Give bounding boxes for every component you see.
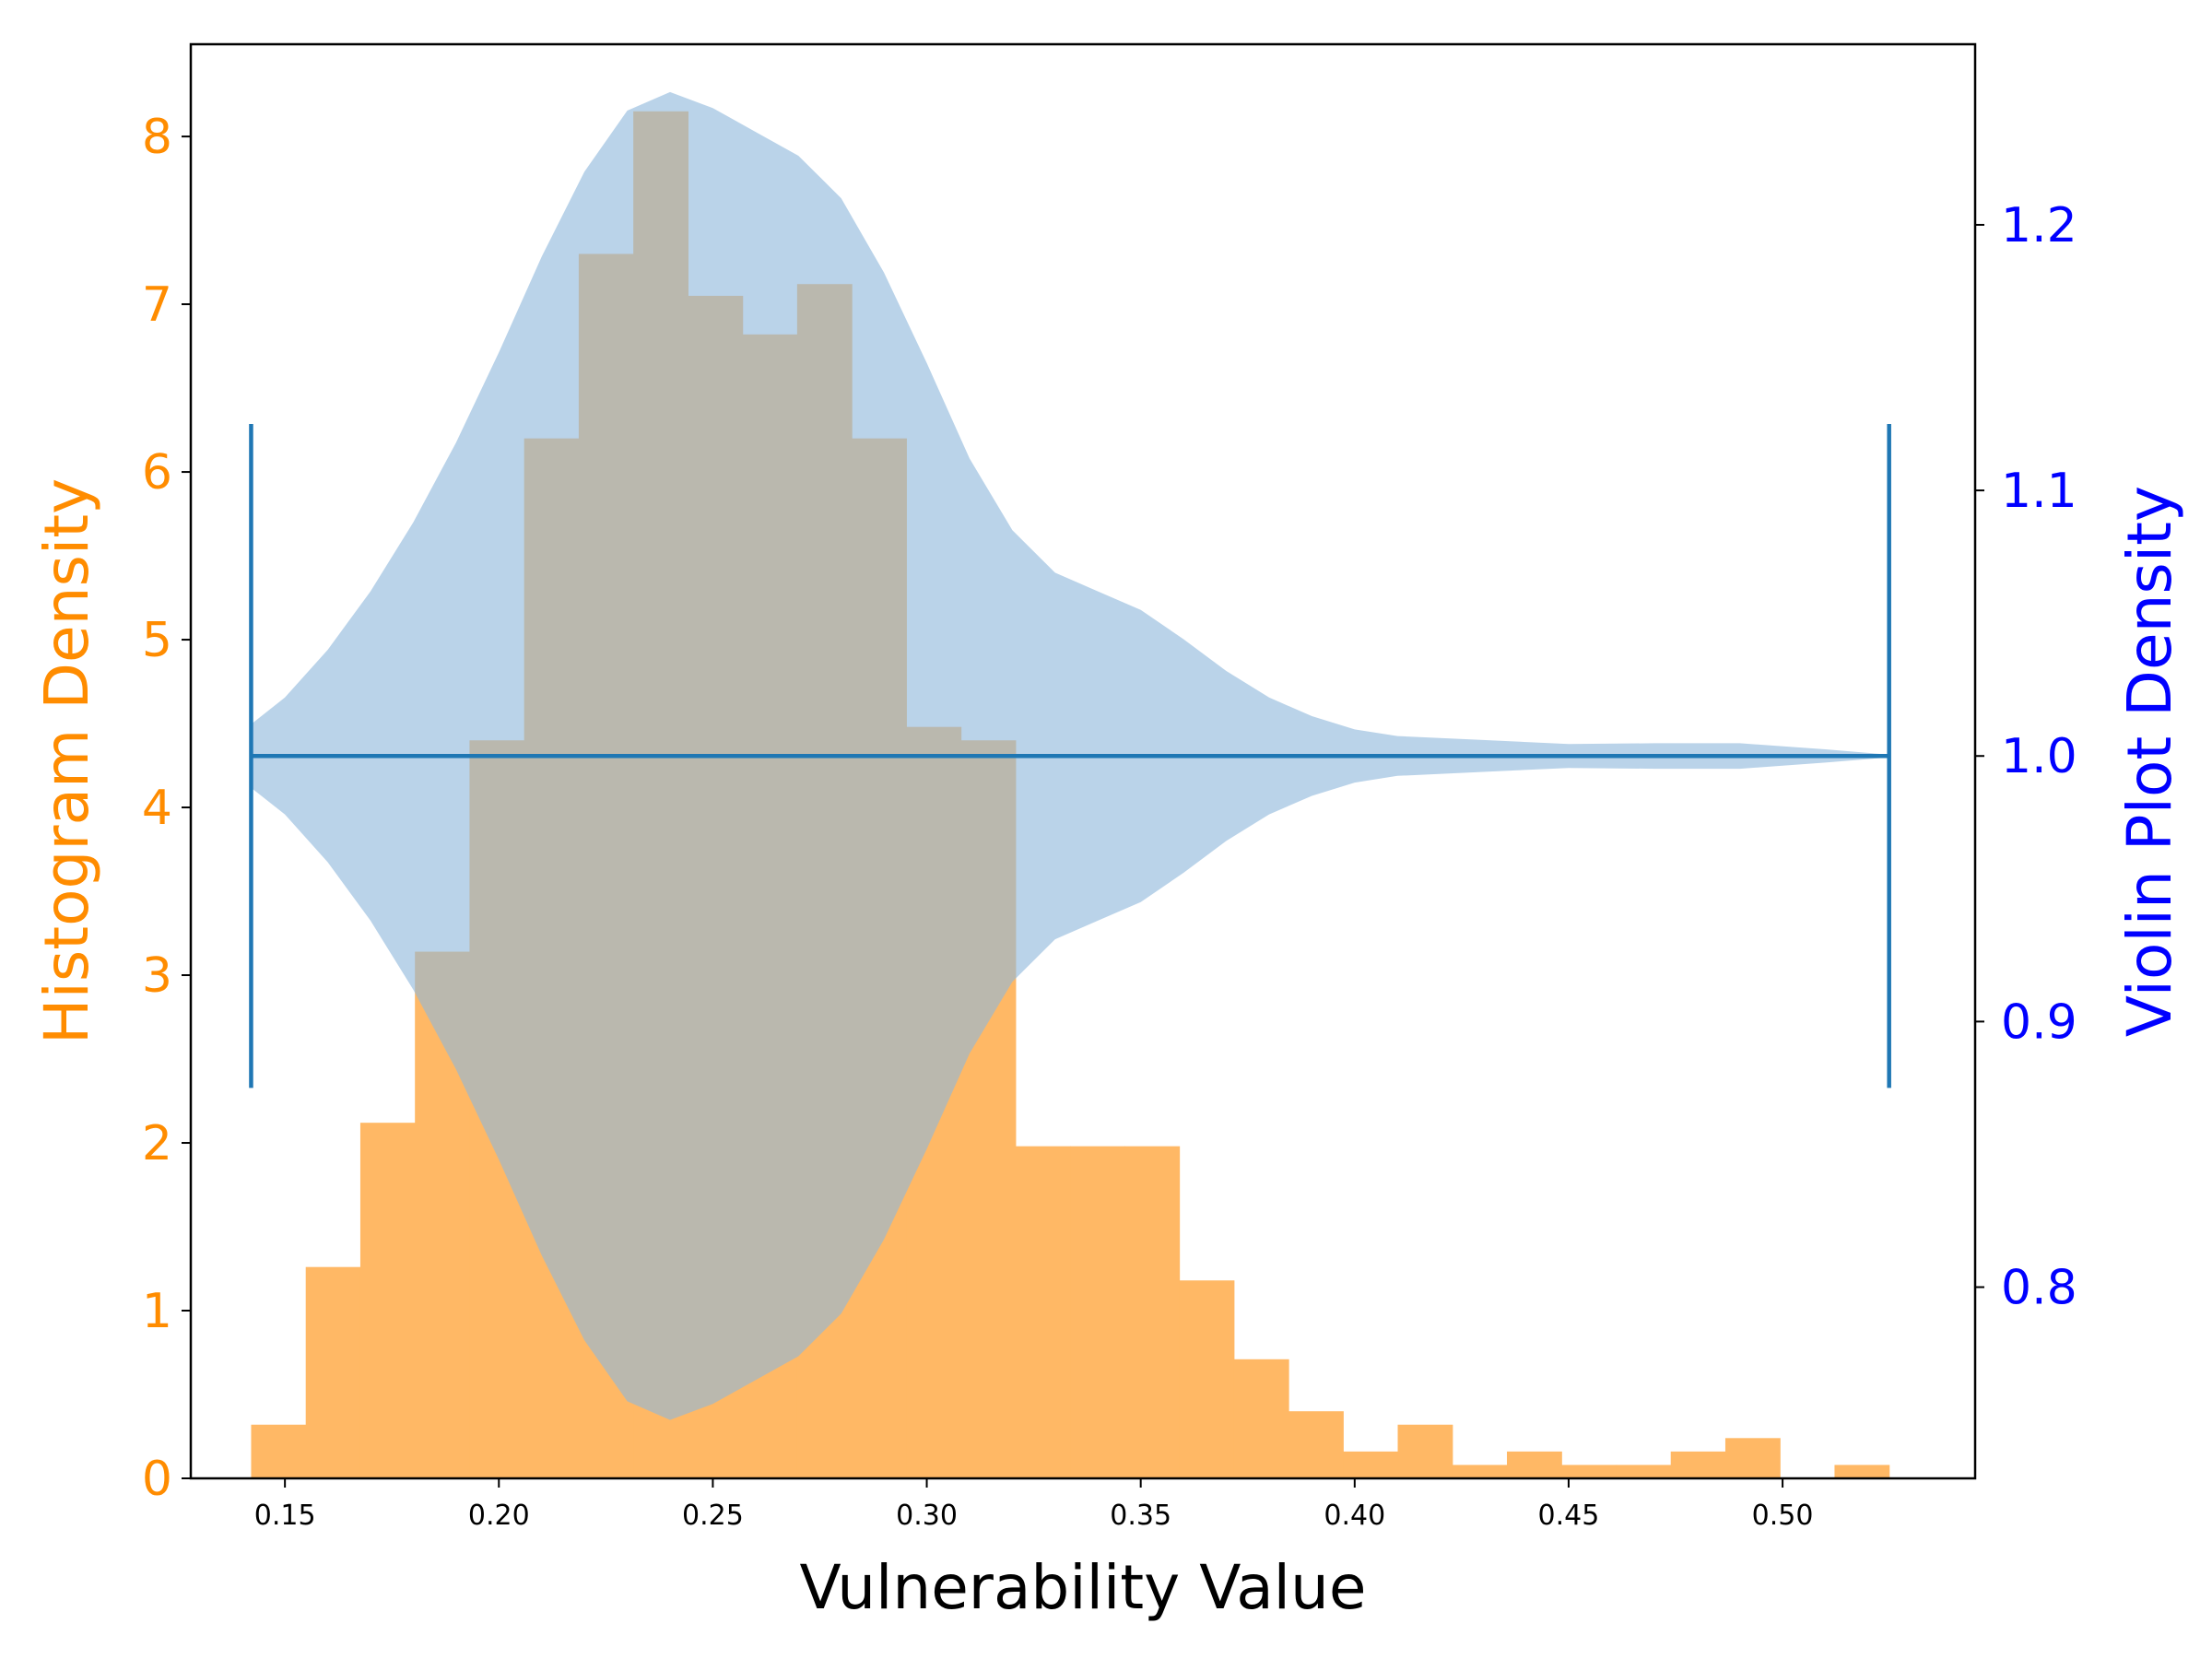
left-y-tick-label: 1 (142, 1284, 172, 1339)
x-tick-label: 0.25 (682, 1500, 744, 1532)
histogram-bar (1288, 1411, 1344, 1478)
histogram-bar (1397, 1424, 1453, 1478)
x-tick-label: 0.35 (1110, 1500, 1171, 1532)
histogram-bar (305, 1266, 361, 1478)
x-tick-label: 0.40 (1324, 1500, 1385, 1532)
left-y-tick-label: 4 (142, 781, 172, 836)
violin-lines (249, 424, 1891, 1088)
histogram-bar (1616, 1465, 1672, 1478)
x-tick-label: 0.20 (468, 1500, 530, 1532)
right-y-axis-label: Violin Plot Density (2114, 486, 2185, 1037)
histogram-bar (1233, 1359, 1289, 1478)
histogram-bar (1506, 1451, 1562, 1478)
left-y-tick-label: 8 (142, 110, 172, 165)
left-y-tick-label: 0 (142, 1452, 172, 1507)
histogram-bar (1015, 1146, 1071, 1478)
histogram-bar (1834, 1465, 1890, 1478)
plot-frame (189, 42, 1977, 1480)
x-tick-label: 0.50 (1752, 1500, 1814, 1532)
x-tick-label: 0.45 (1538, 1500, 1600, 1532)
histogram-bar (1070, 1146, 1125, 1478)
right-y-tick-label: 1.1 (2001, 464, 2077, 519)
left-y-tick-label: 5 (142, 613, 172, 668)
right-y-tick-label: 0.9 (2001, 994, 2077, 1050)
left-y-tick-label: 3 (142, 948, 172, 1004)
histogram-bar (1179, 1280, 1235, 1478)
right-y-tick-label: 0.8 (2001, 1261, 2077, 1316)
right-y-tick-label: 1.2 (2001, 198, 2077, 253)
left-y-axis-label: Histogram Density (31, 478, 102, 1044)
right-y-tick-label: 1.0 (2001, 729, 2077, 784)
histogram-bar (1724, 1438, 1781, 1478)
histogram-bar (251, 1424, 307, 1478)
x-tick-label: 0.30 (896, 1500, 958, 1532)
left-y-tick-label: 6 (142, 445, 172, 500)
histogram-bar (1124, 1146, 1181, 1478)
histogram-bar (1343, 1451, 1399, 1478)
x-axis-label: Vulnerability Value (800, 1552, 1367, 1623)
left-y-axis-ticks: 0 1 2 3 4 5 6 7 8 (142, 110, 191, 1507)
x-tick-label: 0.15 (254, 1500, 316, 1532)
right-y-axis-ticks: 0.8 0.9 1.0 1.1 1.2 (1975, 198, 2077, 1316)
left-y-tick-label: 2 (142, 1116, 172, 1171)
x-axis-ticks: 0.15 0.20 0.25 0.30 0.35 0.40 0.45 0.50 (254, 1478, 1814, 1532)
histogram-bar (1670, 1451, 1726, 1478)
left-y-tick-label: 7 (142, 277, 172, 333)
histogram-bar (1561, 1465, 1618, 1478)
histogram-bar (1452, 1465, 1508, 1478)
histogram-bar (359, 1123, 416, 1478)
